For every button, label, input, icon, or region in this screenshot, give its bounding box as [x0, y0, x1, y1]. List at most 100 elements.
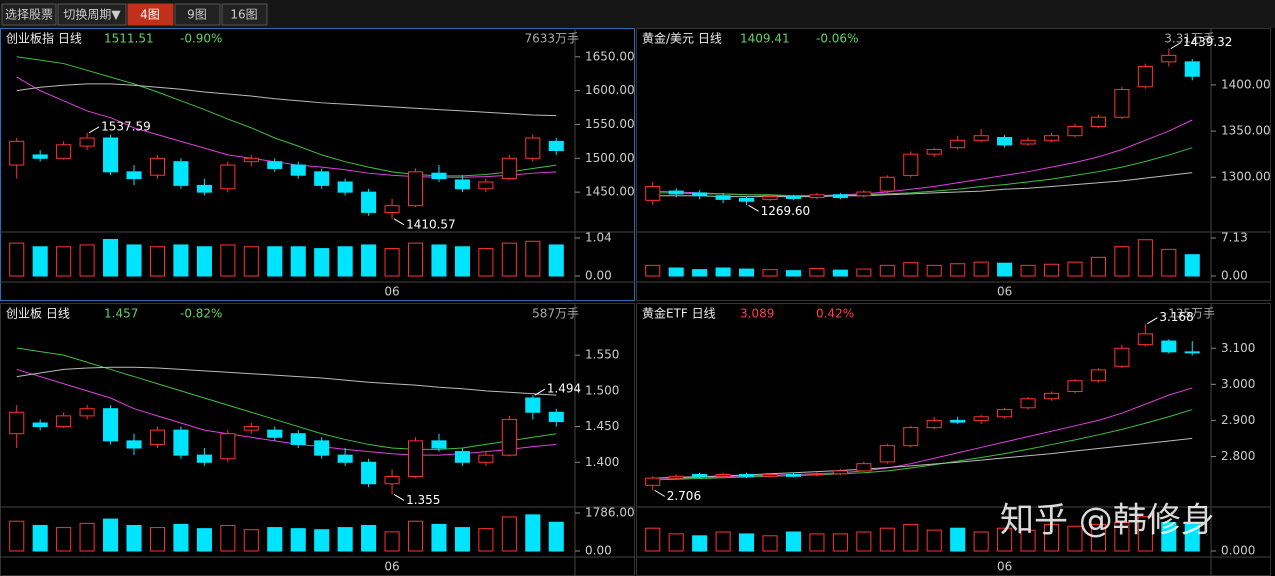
candle-body: [832, 470, 848, 475]
candle-body: [384, 205, 400, 213]
annotation-label: 1537.59: [101, 119, 151, 133]
y-tick-label: 1500.00: [585, 151, 635, 165]
candle-body: [1184, 351, 1200, 354]
candle-body: [879, 176, 895, 192]
volume-bar: [1184, 523, 1200, 552]
moving-average: [652, 172, 1193, 198]
volume-bar: [314, 248, 330, 277]
volume-bar: [926, 264, 942, 277]
toolbar-button[interactable]: 切换周期▼: [63, 8, 121, 22]
candle-body: [715, 474, 731, 477]
candle-body: [785, 196, 802, 199]
candle-body: [103, 137, 119, 173]
volume-bar: [739, 268, 755, 277]
candle-body: [243, 426, 259, 431]
candle-body: [645, 185, 661, 201]
volume-bar: [645, 527, 661, 552]
candle-body: [1067, 380, 1083, 393]
candle-body: [926, 149, 942, 155]
candle-body: [525, 137, 541, 159]
volume-bar: [785, 531, 802, 552]
candle-body: [1114, 347, 1130, 367]
candle-body: [407, 440, 424, 478]
candle-body: [1184, 61, 1200, 77]
volume-bar: [314, 529, 330, 552]
volume-bar: [337, 246, 353, 277]
volume-bar: [548, 244, 564, 277]
y-tick-label: 3.100: [1221, 341, 1255, 355]
chart-panel: 创业板指 日线 1511.51 -0.90% 7633万手 1450.00 1500.00…: [0, 28, 635, 301]
candle-body: [525, 397, 541, 413]
moving-average: [16, 366, 557, 396]
volume-bar: [1184, 254, 1200, 277]
panel-frame: [0, 28, 635, 301]
toolbar-button[interactable]: 9图: [187, 8, 207, 22]
volume-bar: [290, 528, 306, 552]
candle-body: [856, 463, 872, 472]
candle-body: [548, 140, 564, 152]
volume-bar: [525, 240, 541, 277]
candle-body: [9, 411, 25, 435]
candle-body: [832, 194, 848, 199]
vol-tick-label: 1786.00: [585, 506, 635, 520]
volume-bar: [103, 238, 119, 277]
volume-bar: [454, 527, 470, 552]
x-tick-label: 06: [997, 560, 1012, 574]
volume-bar: [1114, 522, 1130, 552]
price-change: -0.90%: [180, 32, 222, 46]
y-tick-label: 1.550: [585, 348, 619, 362]
candle-body: [973, 416, 989, 421]
chart-panel: 创业板 日线 1.457 -0.82% 587万手 1.400 1.450 1.500 1.5…: [0, 303, 635, 576]
volume-bar: [243, 529, 259, 552]
candle-body: [173, 429, 189, 456]
y-tick-label: 1650.00: [585, 49, 635, 63]
candle-body: [950, 139, 966, 149]
candle-body: [149, 429, 166, 445]
candle-body: [290, 164, 306, 176]
vol-tick-label: 0.00: [1221, 269, 1248, 283]
volume-bar: [478, 528, 494, 552]
toolbar-button[interactable]: 4图: [140, 8, 160, 22]
annotation-arrow: [748, 204, 759, 212]
volume-unit: 7633万手: [524, 32, 579, 46]
volume-bar: [903, 262, 919, 277]
volume-bar: [1137, 516, 1153, 552]
annotation-label: 3.168: [1159, 310, 1193, 324]
volume-bar: [668, 267, 684, 277]
volume-unit: 135万手: [1168, 307, 1215, 321]
candle-body: [1020, 139, 1036, 145]
volume-bar: [1114, 246, 1130, 277]
candle-body: [196, 454, 212, 463]
volume-bar: [950, 527, 966, 552]
volume-bar: [407, 242, 424, 277]
y-tick-label: 1.400: [585, 455, 619, 469]
chart-panel: 黄金/美元 日线 1409.41 -0.06% 3.31万手 1300.00 1350.0…: [636, 28, 1271, 301]
candle-body: [739, 197, 755, 202]
volume-bar: [1090, 256, 1106, 277]
volume-bar: [56, 246, 72, 277]
toolbar-button[interactable]: 16图: [230, 8, 257, 22]
candle-body: [431, 440, 447, 449]
volume-bar: [501, 516, 517, 552]
volume-bar: [692, 269, 708, 277]
y-tick-label: 1550.00: [585, 117, 635, 131]
volume-bar: [548, 521, 564, 552]
volume-bar: [149, 527, 166, 552]
annotation-label: 1439.32: [1183, 35, 1233, 49]
candle-body: [879, 445, 895, 463]
volume-bar: [762, 535, 778, 552]
candle-body: [361, 191, 377, 213]
volume-bar: [1067, 261, 1083, 277]
volume-unit: 587万手: [532, 307, 579, 321]
volume-bar: [525, 514, 541, 552]
volume-bar: [454, 246, 470, 277]
toolbar-button[interactable]: 选择股票: [5, 8, 53, 22]
last-price: 1511.51: [104, 32, 154, 46]
volume-bar: [973, 261, 989, 277]
candle-body: [431, 172, 447, 180]
volume-bar: [220, 524, 236, 552]
volume-bar: [103, 518, 119, 552]
button-frame: [127, 3, 174, 26]
candle-body: [32, 422, 48, 428]
